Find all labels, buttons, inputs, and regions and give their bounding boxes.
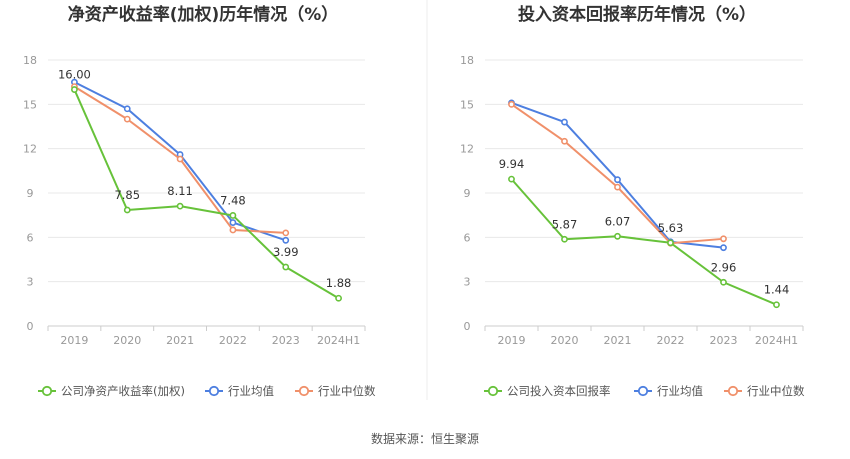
data-point (561, 137, 568, 145)
x-tick-label: 2023 (710, 334, 738, 347)
legend-swatch-marker (727, 385, 739, 397)
data-point (720, 235, 727, 243)
chart-title: 净资产收益率(加权)历年情况（%） (68, 4, 339, 25)
legend-label: 公司净资产收益率(加权) (61, 384, 185, 398)
data-point (176, 155, 184, 163)
data-label: 16.00 (58, 68, 91, 82)
data-point (508, 175, 515, 183)
data-point (282, 236, 290, 244)
data-label: 5.87 (552, 217, 578, 231)
chart-panel-1: 净资产收益率(加权)历年情况（%） 0 3 6 9 12 15 18 2019 2020 2021 2… (23, 4, 376, 398)
legend-label: 行业中位数 (318, 384, 376, 398)
data-point (614, 183, 621, 191)
data-point (282, 263, 290, 271)
data-point (720, 278, 727, 286)
data-point (508, 100, 515, 108)
y-tick-label: 6 (27, 231, 34, 244)
data-point (561, 235, 568, 243)
legend-swatch-marker (208, 385, 220, 397)
series-line-1 (73, 89, 340, 300)
x-tick-label: 2022 (657, 334, 685, 347)
data-label: 8.11 (167, 184, 193, 198)
legend-swatch-marker (298, 385, 310, 397)
y-tick-label: 9 (27, 187, 34, 200)
data-point (123, 206, 131, 214)
data-point (335, 294, 342, 302)
y-tick-label: 9 (464, 187, 471, 200)
data-point (229, 212, 237, 219)
x-tick-label: 2019 (60, 334, 88, 347)
chart-title: 投入资本回报率历年情况（%） (518, 4, 756, 25)
data-point (773, 301, 780, 309)
data-point (123, 105, 131, 113)
data-point (282, 229, 290, 237)
y-tick-label: 12 (23, 143, 37, 156)
legend-label: 公司投入资本回报率 (507, 384, 611, 398)
data-label: 1.88 (326, 276, 352, 290)
data-point (229, 226, 237, 234)
data-point (229, 219, 237, 226)
data-label: 3.99 (273, 245, 299, 259)
x-tick-label: 2020 (551, 334, 579, 347)
data-point (176, 202, 184, 210)
legend-swatch-marker (41, 385, 53, 397)
legend-swatch-marker (637, 385, 649, 397)
data-point (720, 244, 727, 252)
y-tick-label: 15 (23, 98, 37, 111)
x-tick-label: 2019 (498, 334, 526, 347)
legend-label: 行业均值 (657, 384, 703, 398)
data-label: 6.07 (605, 214, 631, 228)
y-tick-label: 0 (27, 320, 34, 333)
data-label: 7.85 (114, 188, 140, 202)
data-point (614, 176, 621, 184)
y-tick-label: 6 (464, 231, 471, 244)
y-tick-label: 3 (464, 276, 471, 289)
y-tick-label: 3 (27, 276, 34, 289)
x-tick-label: 2021 (604, 334, 632, 347)
data-label: 1.44 (764, 283, 790, 297)
y-tick-label: 18 (460, 54, 474, 67)
y-tick-label: 0 (464, 320, 471, 333)
data-label: 5.63 (658, 221, 684, 235)
data-label: 7.48 (220, 193, 246, 207)
data-point (123, 115, 131, 123)
data-source: 数据来源：恒生聚源 (371, 431, 479, 446)
x-tick-label: 2023 (272, 334, 300, 347)
x-tick-label: 2022 (219, 334, 247, 347)
data-point (667, 239, 674, 247)
x-tick-label: 2024H1 (317, 334, 360, 347)
data-point (614, 232, 621, 240)
legend-swatch-marker (487, 385, 499, 397)
data-point (71, 86, 78, 93)
x-tick-label: 2020 (113, 334, 141, 347)
legend-label: 行业均值 (228, 384, 274, 398)
series-line-1 (510, 178, 777, 306)
data-label: 2.96 (711, 260, 737, 274)
data-label: 9.94 (499, 157, 525, 171)
x-tick-label: 2021 (166, 334, 194, 347)
y-tick-label: 12 (460, 143, 474, 156)
legend-label: 行业中位数 (747, 384, 805, 398)
y-tick-label: 18 (23, 54, 37, 67)
chart-panel-2: 投入资本回报率历年情况（%） 0 3 6 9 12 15 18 2019 2020 2021 2022… (460, 4, 805, 398)
y-tick-label: 15 (460, 98, 474, 111)
x-tick-label: 2024H1 (755, 334, 798, 347)
data-point (561, 118, 568, 126)
